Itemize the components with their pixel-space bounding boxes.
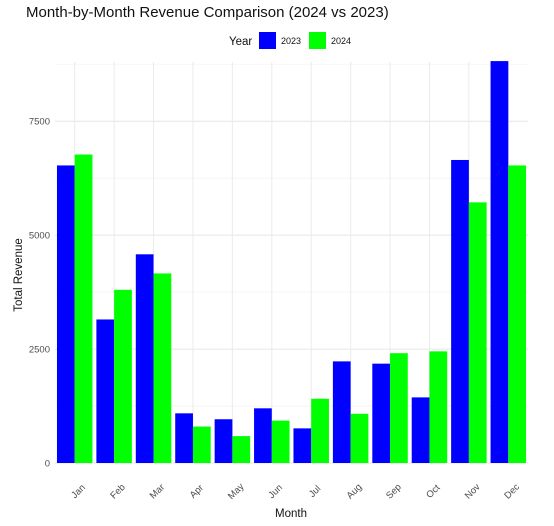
x-tick-label: Dec <box>502 482 522 502</box>
x-axis-title: Month <box>275 508 307 520</box>
y-tick-label: 0 <box>45 459 50 470</box>
chart-title: Month-by-Month Revenue Comparison (2024 … <box>26 4 389 21</box>
y-tick-label: 7500 <box>29 117 50 128</box>
legend-label-2023: 2023 <box>281 36 301 46</box>
bar-2024-jan <box>74 154 93 463</box>
x-axis-ticks: Jan Feb Mar Apr May Jun Jul Aug Sep Oct Nov Dec <box>69 481 522 502</box>
x-tick-label: Nov <box>463 482 483 502</box>
legend: Year 2023 2024 <box>229 32 351 49</box>
bar-2024-apr <box>192 426 211 463</box>
bar-2023-jun <box>254 408 272 463</box>
bar-2024-sep <box>390 353 408 463</box>
legend-swatch-2023 <box>259 32 276 49</box>
legend-title: Year <box>229 36 252 48</box>
x-tick-label: Aug <box>345 482 365 502</box>
bar-2023-apr <box>175 413 193 463</box>
x-tick-label: Jul <box>307 483 323 499</box>
bars <box>56 61 527 464</box>
bar-2023-mar <box>135 254 154 463</box>
x-tick-label: Apr <box>188 483 206 501</box>
bar-2024-mar <box>153 273 172 463</box>
bar-2024-oct <box>429 351 448 463</box>
bar-2023-oct <box>411 397 430 463</box>
bar-2023-dec <box>490 61 509 464</box>
x-tick-label: Mar <box>148 482 167 501</box>
x-tick-label: Jun <box>266 482 285 501</box>
y-axis-ticks: 0 2500 5000 7500 <box>29 117 50 470</box>
x-tick-label: Feb <box>108 482 127 501</box>
bar-2024-jul <box>311 398 329 463</box>
y-tick-label: 2500 <box>29 345 50 356</box>
bar-2024-nov <box>468 202 487 463</box>
bar-2024-feb <box>114 289 132 463</box>
y-axis-title: Total Revenue <box>13 238 25 312</box>
legend-label-2024: 2024 <box>331 36 351 46</box>
bar-2023-may <box>214 419 233 463</box>
bar-2023-aug <box>332 361 351 463</box>
bar-2023-jul <box>293 428 312 463</box>
bar-2023-feb <box>96 319 115 463</box>
bar-2023-nov <box>451 159 469 463</box>
y-tick-label: 5000 <box>29 231 50 242</box>
bar-2024-dec <box>508 165 527 464</box>
x-tick-label: Sep <box>384 482 404 502</box>
bar-2024-jun <box>271 420 290 463</box>
bar-2024-aug <box>350 413 369 463</box>
x-tick-label: Oct <box>424 482 442 500</box>
bar-2023-jan <box>56 165 75 464</box>
bar-2023-sep <box>372 363 391 463</box>
legend-swatch-2024 <box>309 32 326 49</box>
x-tick-label: May <box>226 481 247 502</box>
x-tick-label: Jan <box>69 482 88 501</box>
bar-2024-may <box>232 436 251 463</box>
